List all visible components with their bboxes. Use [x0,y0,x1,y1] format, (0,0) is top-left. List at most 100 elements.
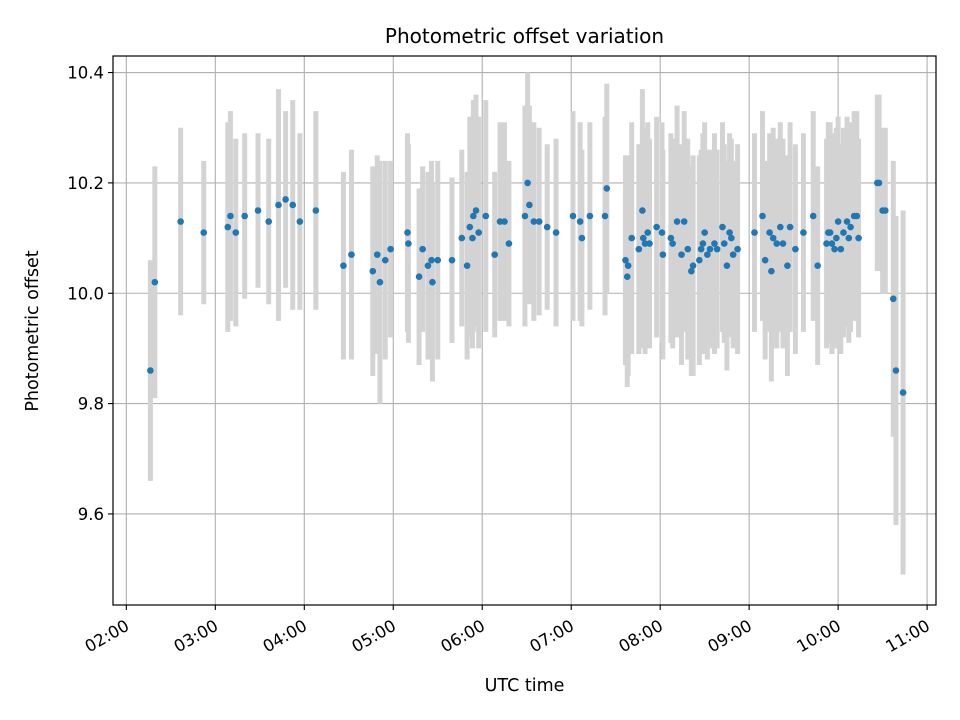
data-point [200,229,208,236]
data-point [843,218,851,225]
data-point [669,240,676,247]
data-point [644,229,652,236]
data-point [719,223,726,231]
data-point [348,251,355,258]
data-point [689,262,697,269]
data-point [466,223,474,231]
data-point [526,201,533,209]
y-axis-label: Photometric offset [23,250,43,411]
data-point [713,245,721,253]
data-point [786,223,794,231]
data-point [845,234,853,242]
data-point [823,240,830,247]
data-point [434,256,442,264]
data-point [530,218,538,225]
data-point [628,234,636,242]
data-point [552,229,560,236]
data-point [659,251,667,258]
data-point [424,262,432,269]
data-point [720,240,728,247]
data-point [415,273,423,281]
data-point [535,218,543,225]
data-point [147,367,154,374]
data-point [458,234,466,242]
data-point [241,212,248,220]
data-point [603,185,611,192]
data-point [405,240,412,247]
data-point [680,218,688,225]
data-point [734,245,741,253]
data-points [147,179,907,396]
data-point [227,212,234,220]
data-point [469,234,476,242]
data-point [521,212,529,220]
data-point [773,240,781,247]
data-point [673,218,681,225]
data-point [373,251,381,258]
data-point [296,218,304,225]
data-point [646,240,653,247]
data-point [491,251,498,258]
data-point [800,229,807,236]
data-point [828,240,836,247]
data-point [569,212,577,220]
data-point [622,256,629,264]
data-point [706,245,714,253]
data-point [696,256,703,264]
data-point [855,234,862,242]
data-point [387,245,394,253]
data-point [653,223,660,231]
data-point [586,212,594,220]
data-point [419,245,426,253]
data-point [809,212,817,220]
data-point [623,273,631,281]
data-point [428,256,435,264]
y-tick-label: 10.4 [67,64,104,83]
data-point [711,240,718,247]
data-point [282,196,289,203]
data-point [768,267,775,275]
data-point [224,223,232,231]
data-point [635,245,643,253]
chart-title: Photometric offset variation [385,24,664,48]
data-point [853,212,861,220]
data-point [697,245,705,253]
y-tick-label: 9.8 [78,395,104,414]
data-point [151,278,159,286]
data-point [837,245,845,253]
data-point [601,212,609,220]
data-point [312,207,320,214]
data-point [701,229,708,236]
data-point [482,212,490,220]
data-point [254,207,262,214]
data-point [543,223,551,231]
data-point [578,234,586,242]
x-axis-label: UTC time [485,676,565,696]
data-point [381,256,389,264]
data-point [232,229,240,236]
data-point [404,229,411,236]
y-tick-label: 10.2 [67,174,104,193]
data-point [624,262,632,269]
data-point [833,234,840,242]
data-point [834,218,842,225]
data-point [369,267,377,275]
data-point [814,262,821,269]
axes-frame [112,55,937,606]
data-point [769,234,777,242]
y-tick-label: 9.6 [78,505,104,524]
data-point [376,278,384,286]
data-point [639,234,647,242]
data-point [289,201,297,209]
data-point [265,218,273,225]
data-point [792,245,799,253]
data-point [831,245,838,253]
data-point [826,229,834,236]
data-point [875,179,883,187]
data-point [658,229,666,236]
data-point [784,262,791,269]
data-point [776,223,784,231]
data-point [899,389,907,396]
data-point [766,229,773,236]
